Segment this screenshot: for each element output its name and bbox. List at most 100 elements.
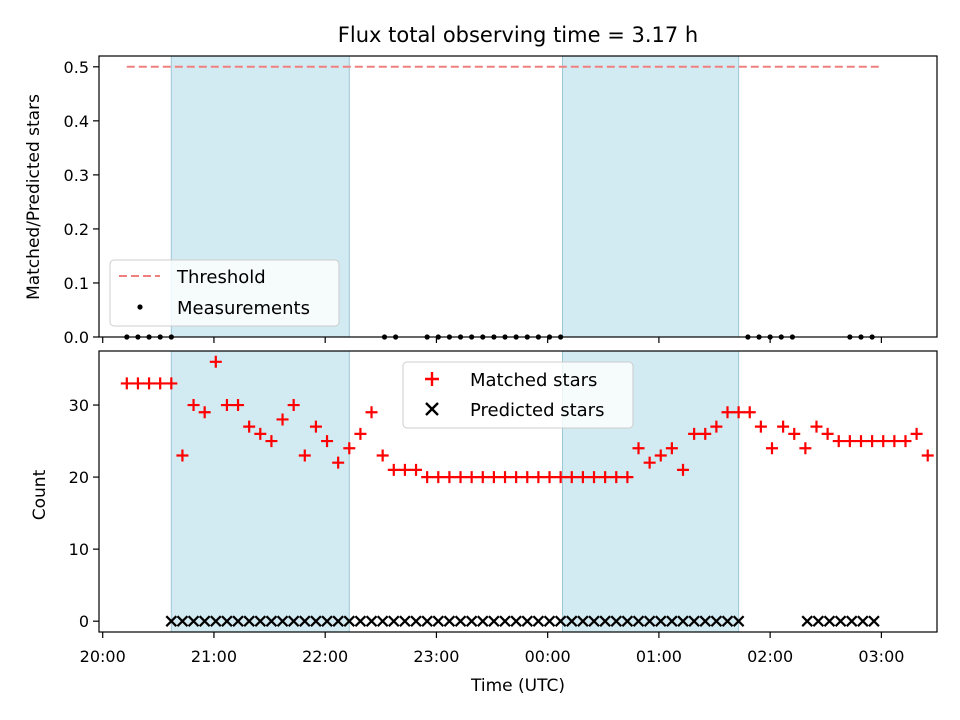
matched-star-point bbox=[754, 420, 767, 433]
upper-panel: 0.0 0.1 0.2 0.3 0.4 0.5 Matched/Predicted sta… bbox=[24, 55, 938, 347]
matched-star-point bbox=[654, 449, 667, 462]
matched-star-point bbox=[287, 399, 300, 412]
matched-star-point bbox=[588, 471, 601, 484]
predicted-star-point bbox=[388, 615, 400, 627]
predicted-star-point bbox=[465, 615, 478, 627]
upper-panel-frame bbox=[98, 55, 938, 338]
matched-star-point bbox=[643, 456, 656, 469]
matched-star-point bbox=[888, 435, 901, 448]
matched-star-point bbox=[220, 399, 233, 412]
y-tick-label: 0.5 bbox=[64, 58, 89, 77]
chart-title: Flux total observing time = 3.17 h bbox=[338, 23, 698, 47]
predicted-star-point bbox=[243, 615, 255, 627]
x-tick-label: 22:00 bbox=[302, 647, 348, 666]
predicted-star-point bbox=[599, 615, 611, 627]
matched-star-point bbox=[532, 471, 545, 484]
matched-star-point bbox=[476, 471, 489, 484]
matched-star-point bbox=[866, 435, 879, 448]
matched-star-point bbox=[387, 463, 400, 476]
matched-star-point bbox=[843, 435, 856, 448]
predicted-star-point bbox=[265, 615, 278, 627]
matched-star-point bbox=[154, 377, 167, 390]
matched-star-point bbox=[487, 471, 500, 484]
predicted-star-point bbox=[721, 615, 734, 627]
y-tick-label: 0.4 bbox=[64, 112, 89, 131]
predicted-star-point bbox=[421, 615, 433, 627]
y-tick-label: 0.0 bbox=[64, 328, 89, 347]
matched-star-point bbox=[765, 442, 778, 455]
lower-panel: 0 10 20 30 20:00 21:00 22:00 23:00 00:00 01:00 02… bbox=[30, 350, 938, 666]
matched-star-point bbox=[621, 471, 634, 484]
matched-star-point bbox=[799, 442, 812, 455]
predicted-star-point bbox=[343, 615, 356, 627]
matched-star-point bbox=[632, 442, 645, 455]
matched-star-point bbox=[165, 377, 178, 390]
matched-star-point bbox=[710, 420, 723, 433]
matched-star-point bbox=[521, 471, 534, 484]
predicted-star-point bbox=[399, 615, 411, 627]
lower-panel-frame bbox=[98, 350, 938, 633]
predicted-star-point bbox=[823, 615, 836, 627]
matched-star-point bbox=[354, 427, 367, 440]
predicted-star-point bbox=[410, 615, 422, 627]
predicted-star-point bbox=[165, 615, 178, 627]
predicted-star-point bbox=[666, 615, 678, 627]
lower-y-axis-label: Count bbox=[30, 469, 50, 520]
matched-star-point bbox=[665, 442, 678, 455]
predicted-star-point bbox=[510, 615, 522, 627]
predicted-star-point bbox=[643, 615, 656, 627]
matched-star-point bbox=[209, 355, 222, 368]
predicted-star-point bbox=[577, 615, 589, 627]
predicted-star-point bbox=[354, 615, 367, 627]
matched-star-point bbox=[198, 406, 211, 419]
matched-star-point bbox=[120, 377, 133, 390]
x-tick-label: 01:00 bbox=[636, 647, 682, 666]
predicted-star-point bbox=[310, 615, 322, 627]
matched-star-point bbox=[899, 435, 912, 448]
x-tick-label: 00:00 bbox=[525, 647, 571, 666]
predicted-star-point bbox=[610, 615, 623, 627]
y-tick-label: 0.1 bbox=[64, 274, 89, 293]
x-tick-label: 02:00 bbox=[747, 647, 793, 666]
y-tick-label: 20 bbox=[69, 468, 89, 487]
matched-star-point bbox=[187, 399, 200, 412]
matched-star-point bbox=[877, 435, 890, 448]
predicted-star-point bbox=[376, 615, 389, 627]
predicted-star-point bbox=[688, 615, 700, 627]
y-tick-label: 0.3 bbox=[64, 166, 89, 185]
predicted-star-point bbox=[276, 615, 289, 627]
matched-star-point bbox=[788, 427, 801, 440]
predicted-star-point bbox=[868, 615, 880, 627]
matched-star-point bbox=[276, 413, 289, 426]
matched-star-point bbox=[131, 377, 144, 390]
predicted-star-point bbox=[565, 615, 578, 627]
y-tick-label: 30 bbox=[69, 396, 89, 415]
legend-matched-swatch bbox=[425, 372, 439, 386]
predicted-star-point bbox=[857, 615, 869, 627]
shaded-interval-0 bbox=[170, 350, 350, 633]
predicted-star-point bbox=[845, 615, 858, 627]
matched-star-point bbox=[499, 471, 512, 484]
matched-star-point bbox=[398, 463, 411, 476]
matched-star-point bbox=[321, 435, 334, 448]
predicted-star-point bbox=[287, 615, 300, 627]
matched-star-point bbox=[565, 471, 578, 484]
legend-measurements-label: Measurements bbox=[177, 298, 310, 319]
predicted-star-point bbox=[221, 615, 233, 627]
matched-star-point bbox=[254, 427, 267, 440]
x-tick-label: 23:00 bbox=[413, 647, 459, 666]
matched-star-point bbox=[688, 427, 701, 440]
predicted-star-point bbox=[710, 615, 723, 627]
matched-star-point bbox=[854, 435, 867, 448]
predicted-star-point bbox=[532, 615, 545, 627]
matched-star-point bbox=[699, 427, 712, 440]
matched-star-point bbox=[143, 377, 156, 390]
predicted-star-point bbox=[632, 615, 645, 627]
predicted-star-point bbox=[365, 615, 378, 627]
matched-star-point bbox=[510, 471, 523, 484]
predicted-star-point bbox=[488, 615, 500, 627]
matched-star-point bbox=[432, 471, 445, 484]
matched-star-point bbox=[721, 406, 734, 419]
matched-star-point bbox=[443, 471, 456, 484]
